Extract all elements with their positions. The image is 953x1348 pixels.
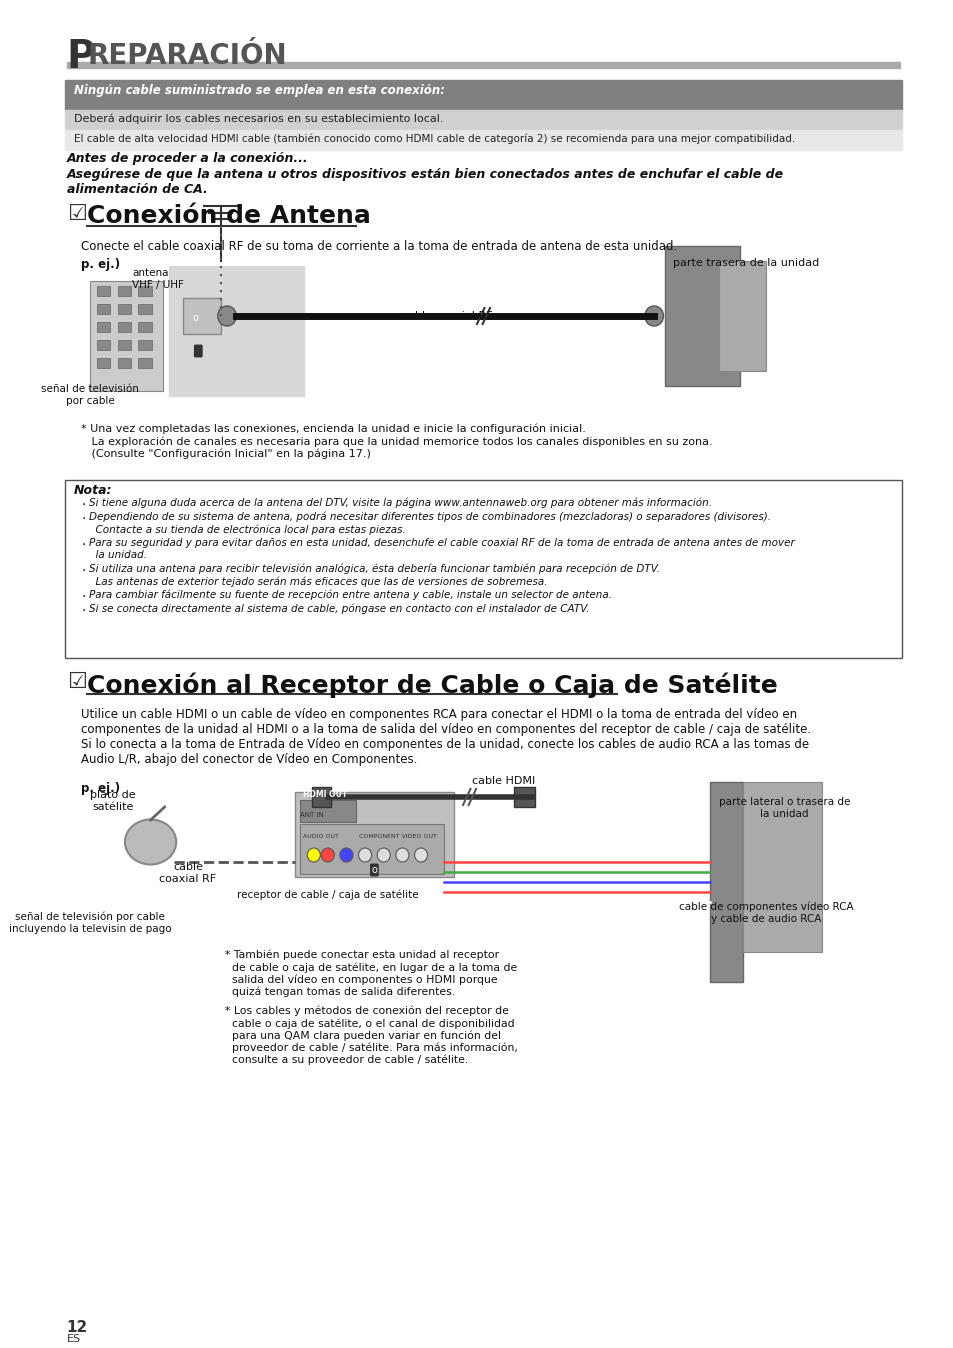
Text: P: P [67, 38, 95, 75]
Text: Deberá adquirir los cables necesarios en su establecimiento local.: Deberá adquirir los cables necesarios en… [74, 113, 443, 124]
Text: o: o [193, 313, 198, 324]
Ellipse shape [125, 820, 176, 864]
Bar [118, 359, 131, 368]
Text: ☑: ☑ [67, 204, 87, 224]
Circle shape [376, 848, 390, 861]
Text: Conexión al Receptor de Cable o Caja de Satélite: Conexión al Receptor de Cable o Caja de … [87, 673, 777, 697]
Text: p. ej.): p. ej.) [81, 782, 120, 795]
Bar [65, 111, 902, 129]
Bar [97, 305, 111, 314]
Bar [97, 340, 111, 350]
Circle shape [395, 848, 409, 861]
Text: * También puede conectar esta unidad al receptor
  de cable o caja de satélite, : * También puede conectar esta unidad al … [225, 950, 517, 998]
Text: parte trasera de la unidad: parte trasera de la unidad [672, 257, 819, 268]
Text: ANT IN: ANT IN [299, 811, 323, 818]
Text: Para cambiar fácilmente su fuente de recepción entre antena y cable, instale un : Para cambiar fácilmente su fuente de rec… [89, 590, 612, 600]
Bar [709, 782, 742, 981]
Text: o: o [195, 346, 201, 356]
Bar [65, 129, 902, 150]
Text: cable
coaxial RF: cable coaxial RF [159, 861, 216, 883]
Circle shape [644, 306, 662, 326]
Text: El cable de alta velocidad HDMI cable (también conocido como HDMI cable de categ: El cable de alta velocidad HDMI cable (t… [74, 133, 795, 143]
Bar [118, 340, 131, 350]
Text: * Una vez completadas las conexiones, encienda la unidad e inicie la configuraci: * Una vez completadas las conexiones, en… [81, 425, 712, 458]
Bar [118, 322, 131, 332]
Bar [299, 799, 355, 822]
Bar [183, 298, 220, 334]
Text: ·: · [82, 604, 86, 617]
Text: p. ej.): p. ej.) [81, 257, 120, 271]
Bar [312, 787, 331, 807]
Text: * Los cables y métodos de conexión del receptor de
  cable o caja de satélite, o: * Los cables y métodos de conexión del r… [225, 1006, 517, 1065]
Bar [169, 266, 304, 396]
Bar [294, 793, 454, 878]
Text: señal de televisión
por cable: señal de televisión por cable [41, 384, 139, 406]
Text: Si utiliza una antena para recibir televisión analógica, ésta debería funcionar : Si utiliza una antena para recibir telev… [89, 563, 659, 586]
Text: ·: · [82, 590, 86, 604]
Bar [742, 782, 821, 952]
Text: Para su seguridad y para evitar daños en esta unidad, desenchufe el cable coaxia: Para su seguridad y para evitar daños en… [89, 538, 794, 559]
Text: ·: · [82, 538, 86, 551]
Bar [67, 62, 900, 67]
Bar [138, 322, 152, 332]
Text: Nota:: Nota: [74, 484, 112, 497]
Circle shape [414, 848, 427, 861]
Text: receptor de cable / caja de satélite: receptor de cable / caja de satélite [236, 890, 418, 900]
Circle shape [339, 848, 353, 861]
Bar [138, 340, 152, 350]
Text: ☑: ☑ [67, 673, 87, 692]
Text: Si se conecta directamente al sistema de cable, póngase en contacto con el insta: Si se conecta directamente al sistema de… [89, 604, 589, 615]
Bar [664, 245, 740, 386]
Text: Si tiene alguna duda acerca de la antena del DTV, visite la página www.antennawe: Si tiene alguna duda acerca de la antena… [89, 497, 711, 508]
Circle shape [358, 848, 372, 861]
Text: Ningún cable suministrado se emplea en esta conexión:: Ningún cable suministrado se emplea en e… [74, 84, 445, 97]
Text: AUDIO OUT: AUDIO OUT [302, 834, 338, 838]
Circle shape [217, 306, 236, 326]
Bar [97, 359, 111, 368]
Text: cable coaxial RF: cable coaxial RF [402, 311, 493, 321]
Text: cable HDMI: cable HDMI [472, 776, 535, 786]
Text: Conecte el cable coaxial RF de su toma de corriente a la toma de entrada de ante: Conecte el cable coaxial RF de su toma d… [81, 240, 677, 253]
Bar [97, 286, 111, 297]
Text: parte lateral o trasera de
la unidad: parte lateral o trasera de la unidad [719, 797, 849, 818]
Bar [118, 286, 131, 297]
Text: antena
VHF / UHF: antena VHF / UHF [132, 268, 184, 290]
Circle shape [321, 848, 334, 861]
Bar [90, 280, 163, 391]
Bar [65, 480, 902, 658]
Bar [719, 262, 765, 371]
Text: cable de componentes vídeo RCA
y cable de audio RCA: cable de componentes vídeo RCA y cable d… [679, 902, 853, 925]
Text: o: o [371, 865, 377, 875]
Text: Dependiendo de su sistema de antena, podrá necesitar diferentes tipos de combina: Dependiendo de su sistema de antena, pod… [89, 512, 770, 535]
Text: 12: 12 [67, 1320, 88, 1335]
Bar [138, 359, 152, 368]
Bar [97, 322, 111, 332]
Text: ES: ES [67, 1335, 81, 1344]
Bar [299, 824, 444, 874]
Bar [514, 787, 535, 807]
Text: Utilice un cable HDMI o un cable de vídeo en componentes RCA para conectar el HD: Utilice un cable HDMI o un cable de víde… [81, 708, 810, 766]
Text: Asegúrese de que la antena u otros dispositivos están bien conectados antes de e: Asegúrese de que la antena u otros dispo… [67, 168, 783, 195]
Text: ·: · [82, 563, 86, 578]
Bar [138, 286, 152, 297]
Bar [138, 305, 152, 314]
Bar [65, 80, 902, 111]
Text: señal de televisión por cable
incluyendo la televisin de pago: señal de televisión por cable incluyendo… [9, 913, 172, 934]
Bar [118, 305, 131, 314]
Text: HDMI OUT: HDMI OUT [302, 790, 347, 799]
Text: Conexión de Antena: Conexión de Antena [87, 204, 371, 228]
Text: ·: · [82, 512, 86, 526]
Text: Antes de proceder a la conexión...: Antes de proceder a la conexión... [67, 152, 308, 164]
Text: REPARACIÓN: REPARACIÓN [87, 42, 287, 70]
Text: ·: · [82, 497, 86, 512]
Text: COMPONENT VIDEO OUT: COMPONENT VIDEO OUT [358, 834, 436, 838]
Text: plato de
satélite: plato de satélite [91, 790, 136, 811]
Circle shape [307, 848, 320, 861]
